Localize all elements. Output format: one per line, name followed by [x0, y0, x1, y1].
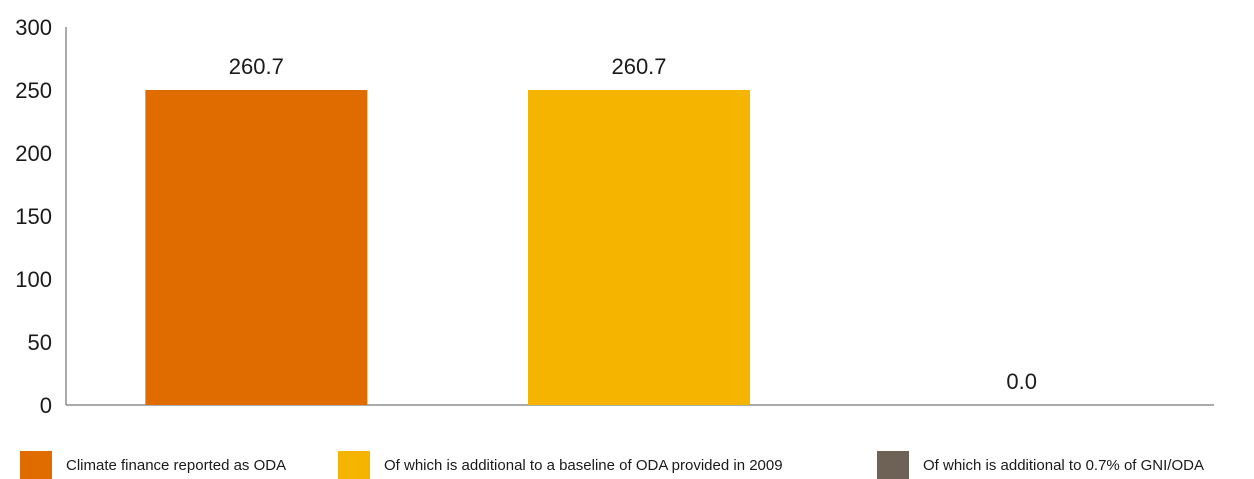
y-tick-label: 200: [15, 141, 52, 166]
legend-item-climate-finance: Climate finance reported as ODA: [20, 451, 286, 479]
legend-label-baseline-2009: Of which is additional to a baseline of …: [384, 456, 783, 474]
legend-label-climate-finance: Climate finance reported as ODA: [66, 456, 287, 474]
y-tick-label: 300: [15, 15, 52, 40]
legend-swatch-baseline-2009: [338, 451, 370, 479]
bar-chart: 0 50 100 150 200 250 300 260.7 260.7 0.0: [15, 15, 1214, 418]
data-label: 260.7: [611, 54, 666, 79]
y-tick-label: 250: [15, 78, 52, 103]
data-labels: 260.7 260.7 0.0: [229, 54, 1037, 394]
legend: Climate finance reported as ODA Of which…: [0, 451, 1254, 479]
y-tick-label: 50: [28, 330, 52, 355]
bars: [145, 90, 750, 405]
legend-swatch-climate-finance: [20, 451, 52, 479]
legend-swatch-gni-oda: [877, 451, 909, 479]
legend-item-baseline-2009: Of which is additional to a baseline of …: [338, 451, 783, 479]
bar: [145, 90, 368, 405]
y-axis-ticks: 0 50 100 150 200 250 300: [15, 15, 52, 418]
y-tick-label: 100: [15, 267, 52, 292]
legend-item-gni-oda: Of which is additional to 0.7% of GNI/OD…: [877, 451, 1204, 479]
data-label: 0.0: [1006, 369, 1037, 394]
bar: [528, 90, 750, 405]
data-label: 260.7: [229, 54, 284, 79]
y-tick-label: 0: [40, 393, 52, 418]
legend-label-gni-oda: Of which is additional to 0.7% of GNI/OD…: [923, 456, 1204, 474]
y-tick-label: 150: [15, 204, 52, 229]
